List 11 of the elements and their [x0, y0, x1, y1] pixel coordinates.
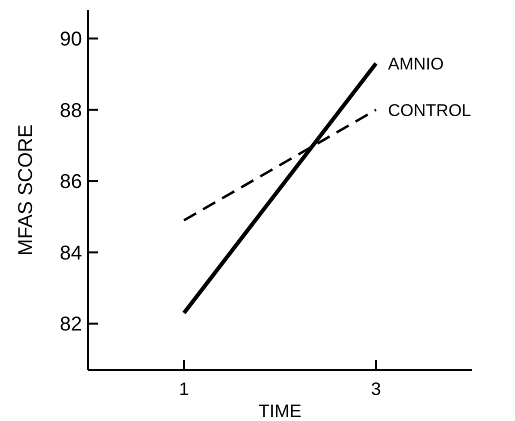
y-tick-label: 88 [60, 100, 82, 122]
x-tick-label: 3 [370, 379, 382, 399]
series-label: AMNIO [388, 54, 444, 74]
y-tick-label: 84 [60, 242, 82, 264]
x-axis-title: TIME [258, 401, 302, 421]
y-tick-label: 86 [60, 171, 82, 194]
y-axis-title: MFAS SCORE [15, 124, 37, 256]
y-tick-label: 82 [60, 314, 82, 336]
x-tick-label: 1 [178, 379, 190, 399]
y-tick-label: 90 [60, 28, 82, 51]
series-label: CONTROL [388, 100, 472, 120]
